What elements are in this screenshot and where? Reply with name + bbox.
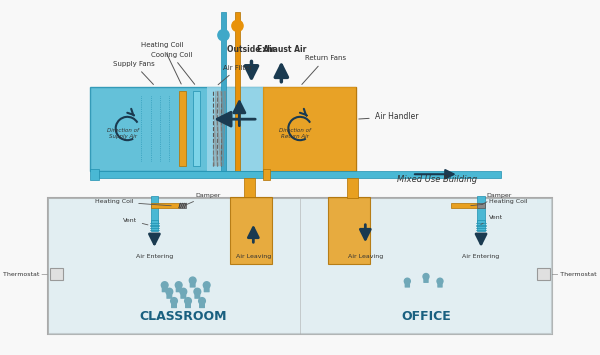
Text: Damper: Damper <box>482 193 512 204</box>
Text: Vent: Vent <box>122 218 148 225</box>
Text: Direction of
Supply Air: Direction of Supply Air <box>107 128 139 138</box>
FancyBboxPatch shape <box>199 301 205 308</box>
FancyBboxPatch shape <box>185 301 191 308</box>
FancyBboxPatch shape <box>451 203 479 208</box>
Circle shape <box>404 278 410 284</box>
FancyBboxPatch shape <box>100 170 500 178</box>
Circle shape <box>185 297 191 304</box>
FancyBboxPatch shape <box>263 87 356 170</box>
Circle shape <box>218 29 229 41</box>
FancyBboxPatch shape <box>328 197 370 264</box>
FancyBboxPatch shape <box>171 301 177 308</box>
Circle shape <box>170 297 178 304</box>
FancyBboxPatch shape <box>478 220 485 231</box>
Circle shape <box>161 282 168 289</box>
FancyBboxPatch shape <box>230 197 272 264</box>
Text: Thermostat —: Thermostat — <box>4 272 48 277</box>
FancyBboxPatch shape <box>179 203 186 208</box>
FancyBboxPatch shape <box>166 292 172 299</box>
FancyBboxPatch shape <box>50 268 63 280</box>
FancyBboxPatch shape <box>206 87 263 170</box>
Text: Air Entering: Air Entering <box>463 255 500 260</box>
FancyBboxPatch shape <box>235 12 240 170</box>
FancyBboxPatch shape <box>244 178 255 197</box>
Text: Damper: Damper <box>186 193 221 205</box>
Circle shape <box>199 297 205 304</box>
FancyBboxPatch shape <box>90 87 263 170</box>
FancyBboxPatch shape <box>179 91 186 166</box>
FancyBboxPatch shape <box>423 277 428 283</box>
FancyBboxPatch shape <box>181 292 187 299</box>
Text: Outside Air: Outside Air <box>227 45 275 54</box>
FancyBboxPatch shape <box>404 282 410 288</box>
FancyBboxPatch shape <box>193 91 200 166</box>
Circle shape <box>194 288 201 295</box>
Text: Air Filter: Air Filter <box>218 65 253 85</box>
Circle shape <box>166 288 173 295</box>
FancyBboxPatch shape <box>437 282 443 288</box>
FancyBboxPatch shape <box>90 169 100 180</box>
Text: CLASSROOM: CLASSROOM <box>140 310 227 323</box>
Text: Vent: Vent <box>481 215 503 224</box>
FancyBboxPatch shape <box>537 268 550 280</box>
FancyBboxPatch shape <box>347 178 358 198</box>
Text: Air Leaving: Air Leaving <box>236 255 271 260</box>
Text: Heating Coil: Heating Coil <box>471 199 527 206</box>
FancyBboxPatch shape <box>478 196 485 222</box>
FancyBboxPatch shape <box>300 198 552 334</box>
Circle shape <box>175 282 182 289</box>
Circle shape <box>232 20 243 32</box>
Circle shape <box>423 274 429 279</box>
Text: Heating Coil: Heating Coil <box>95 199 171 206</box>
Text: Heating Coil: Heating Coil <box>142 42 184 84</box>
Circle shape <box>190 277 196 284</box>
FancyBboxPatch shape <box>151 220 158 231</box>
FancyBboxPatch shape <box>190 281 196 288</box>
FancyBboxPatch shape <box>48 198 552 334</box>
FancyBboxPatch shape <box>176 285 182 292</box>
FancyBboxPatch shape <box>203 285 209 292</box>
FancyBboxPatch shape <box>478 203 485 208</box>
FancyBboxPatch shape <box>161 285 167 292</box>
Text: Return Fans: Return Fans <box>302 55 346 84</box>
FancyBboxPatch shape <box>263 169 270 180</box>
Text: Air Entering: Air Entering <box>136 255 173 260</box>
Text: OFFICE: OFFICE <box>401 310 451 323</box>
Text: Exhaust Air: Exhaust Air <box>257 45 306 54</box>
FancyBboxPatch shape <box>151 203 179 208</box>
Text: Mixed Use Building: Mixed Use Building <box>397 175 478 185</box>
FancyBboxPatch shape <box>48 198 300 334</box>
Text: — Thermostat: — Thermostat <box>552 272 596 277</box>
Circle shape <box>437 278 443 284</box>
FancyBboxPatch shape <box>194 292 200 299</box>
FancyBboxPatch shape <box>263 87 356 170</box>
Circle shape <box>180 288 187 295</box>
Circle shape <box>203 282 210 289</box>
Text: Air Handler: Air Handler <box>359 112 418 121</box>
Text: Cooling Coil: Cooling Coil <box>151 51 194 84</box>
FancyBboxPatch shape <box>151 196 158 222</box>
Text: Direction of
Return Air: Direction of Return Air <box>280 128 311 138</box>
Text: Supply Fans: Supply Fans <box>113 61 155 84</box>
Text: Air Leaving: Air Leaving <box>348 255 383 260</box>
FancyBboxPatch shape <box>221 12 226 170</box>
